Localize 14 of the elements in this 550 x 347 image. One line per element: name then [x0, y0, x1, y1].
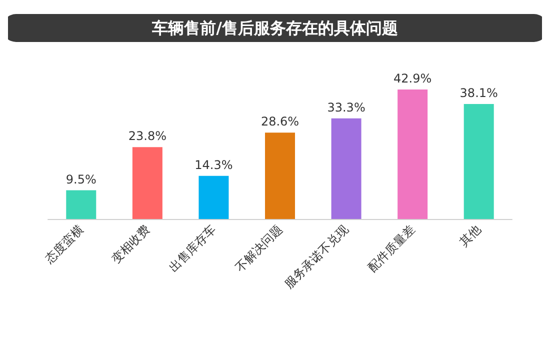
data-label: 28.6%: [260, 114, 300, 129]
data-label: 33.3%: [327, 100, 366, 114]
x-tick-label: 其他: [456, 222, 484, 249]
data-label: 14.3%: [194, 158, 233, 172]
x-tick-label: 配件质量差: [365, 222, 418, 274]
data-label: 9.5%: [66, 172, 96, 186]
data-label: 42.9%: [394, 71, 432, 86]
x-tick-label: 变相收费: [108, 222, 152, 266]
x-tick-label: 出售库存车: [166, 222, 219, 274]
x-tick-label: 不解决问题: [232, 222, 285, 274]
x-tick-label: 态度蛮横: [42, 222, 86, 267]
data-label: 23.8%: [128, 129, 166, 144]
data-label: 38.1%: [460, 86, 498, 100]
chart-title: 车辆售前/售后服务存在的具体问题: [151, 18, 398, 38]
